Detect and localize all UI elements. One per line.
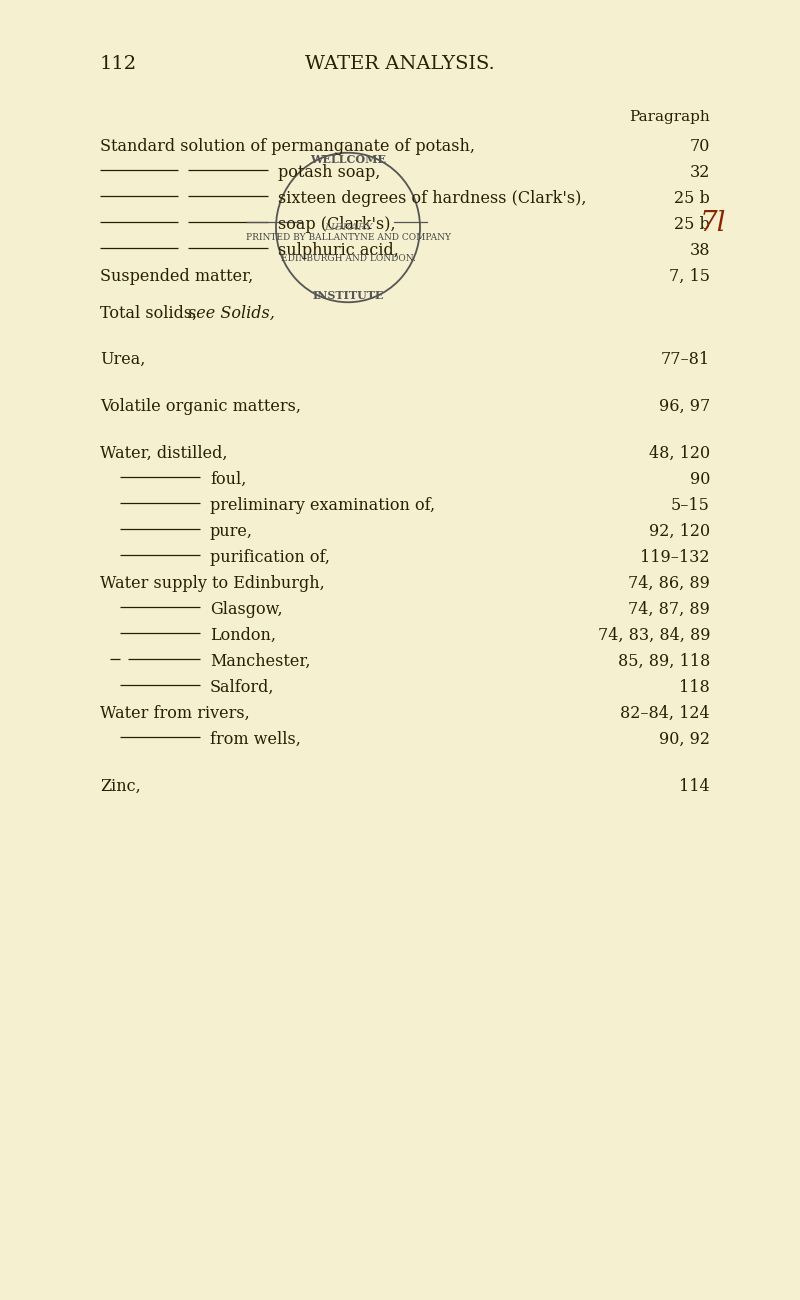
Text: Salford,: Salford, (210, 679, 274, 696)
Text: soap (Clark's),: soap (Clark's), (278, 216, 396, 233)
Text: 74, 83, 84, 89: 74, 83, 84, 89 (598, 627, 710, 644)
Text: Manchester,: Manchester, (210, 653, 310, 670)
Text: 112: 112 (100, 55, 137, 73)
Text: 90: 90 (690, 471, 710, 488)
Text: potash soap,: potash soap, (278, 164, 380, 181)
Text: 85, 89, 118: 85, 89, 118 (618, 653, 710, 670)
Text: Volatile organic matters,: Volatile organic matters, (100, 398, 301, 415)
Text: 32: 32 (690, 164, 710, 181)
Text: INSTITUTE: INSTITUTE (312, 290, 384, 302)
Text: WELLCOME: WELLCOME (310, 153, 386, 165)
Text: EDINBURGH AND LONDON.: EDINBURGH AND LONDON. (281, 255, 415, 264)
Text: WATER ANALYSIS.: WATER ANALYSIS. (305, 55, 495, 73)
Text: 7l: 7l (700, 211, 726, 237)
Text: Zinc,: Zinc, (100, 777, 141, 794)
Text: preliminary examination of,: preliminary examination of, (210, 497, 435, 514)
Text: Water from rivers,: Water from rivers, (100, 705, 250, 722)
Text: from wells,: from wells, (210, 731, 301, 747)
Text: Suspended matter,: Suspended matter, (100, 268, 254, 285)
Text: PRINTED BY BALLANTYNE AND COMPANY: PRINTED BY BALLANTYNE AND COMPANY (246, 234, 450, 243)
Text: Total solids,: Total solids, (100, 304, 202, 321)
Text: 96, 97: 96, 97 (658, 398, 710, 415)
Text: LIBRARY: LIBRARY (324, 224, 372, 231)
Text: Glasgow,: Glasgow, (210, 601, 282, 618)
Text: purification of,: purification of, (210, 549, 330, 566)
Text: Standard solution of permanganate of potash,: Standard solution of permanganate of pot… (100, 138, 475, 155)
Text: 77–81: 77–81 (661, 351, 710, 368)
Text: 5–15: 5–15 (671, 497, 710, 514)
Text: 114: 114 (679, 777, 710, 794)
Text: Water supply to Edinburgh,: Water supply to Edinburgh, (100, 575, 325, 592)
Text: 119–132: 119–132 (641, 549, 710, 566)
Text: sixteen degrees of hardness (Clark's),: sixteen degrees of hardness (Clark's), (278, 190, 586, 207)
Text: 74, 86, 89: 74, 86, 89 (628, 575, 710, 592)
Text: Water, distilled,: Water, distilled, (100, 445, 227, 461)
Text: pure,: pure, (210, 523, 253, 540)
Text: 25 b: 25 b (674, 216, 710, 233)
Text: 90, 92: 90, 92 (659, 731, 710, 747)
Text: 7, 15: 7, 15 (669, 268, 710, 285)
Text: Paragraph: Paragraph (630, 111, 710, 124)
Text: see Solids,: see Solids, (188, 304, 275, 321)
Text: 48, 120: 48, 120 (649, 445, 710, 461)
Text: foul,: foul, (210, 471, 246, 488)
Text: 70: 70 (690, 138, 710, 155)
Text: Urea,: Urea, (100, 351, 146, 368)
Text: 38: 38 (690, 242, 710, 259)
Text: 118: 118 (679, 679, 710, 696)
Text: sulphuric acid,: sulphuric acid, (278, 242, 399, 259)
Text: 82–84, 124: 82–84, 124 (620, 705, 710, 722)
Text: 74, 87, 89: 74, 87, 89 (628, 601, 710, 618)
Text: 25 b: 25 b (674, 190, 710, 207)
Text: 92, 120: 92, 120 (649, 523, 710, 540)
Text: London,: London, (210, 627, 276, 644)
